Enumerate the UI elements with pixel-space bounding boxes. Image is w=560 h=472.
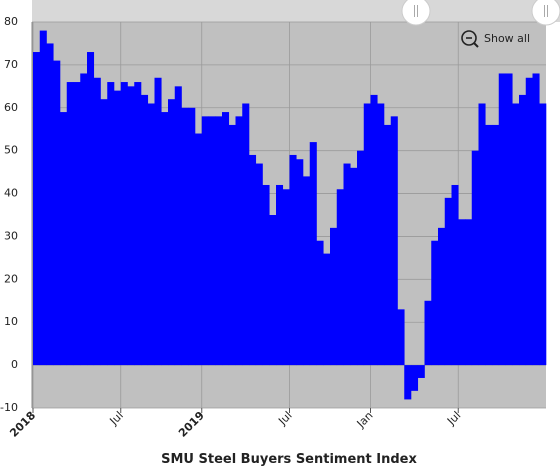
step-bar bbox=[323, 253, 331, 366]
step-bar bbox=[431, 240, 439, 366]
step-bar bbox=[46, 43, 54, 366]
step-bar bbox=[201, 116, 209, 366]
step-bar bbox=[485, 124, 493, 366]
x-tick-label: 2019 bbox=[176, 409, 207, 440]
y-tick-label: 30 bbox=[4, 229, 18, 242]
y-tick-label: 10 bbox=[4, 315, 18, 328]
step-bar bbox=[93, 77, 101, 366]
step-bar bbox=[465, 219, 473, 366]
step-bar bbox=[242, 103, 250, 366]
step-bar bbox=[87, 52, 95, 366]
step-bar bbox=[39, 30, 47, 366]
reset-zoom-label[interactable]: Show all bbox=[484, 32, 530, 45]
step-bar bbox=[168, 99, 176, 366]
step-bar bbox=[377, 103, 385, 366]
step-bar bbox=[120, 82, 128, 366]
step-bar bbox=[458, 219, 466, 366]
y-tick-label: -10 bbox=[0, 401, 18, 414]
step-bar bbox=[411, 365, 419, 391]
step-bar bbox=[363, 103, 371, 366]
step-bar bbox=[350, 167, 358, 366]
step-bar bbox=[215, 116, 223, 366]
step-bar bbox=[80, 73, 88, 366]
x-tick-label: Jan bbox=[354, 409, 376, 431]
step-bar bbox=[66, 82, 74, 366]
step-bar bbox=[255, 163, 263, 366]
step-bar bbox=[296, 159, 304, 366]
step-bar bbox=[127, 86, 135, 366]
step-bar bbox=[316, 240, 324, 366]
step-bar bbox=[424, 300, 432, 366]
step-bar bbox=[357, 150, 365, 366]
step-bar bbox=[276, 184, 284, 366]
step-bar bbox=[384, 124, 392, 366]
step-bar bbox=[512, 103, 520, 366]
step-bar bbox=[404, 365, 412, 400]
step-bar bbox=[73, 82, 81, 366]
step-bar bbox=[519, 94, 527, 366]
y-tick-label: 0 bbox=[11, 358, 18, 371]
step-bar bbox=[532, 73, 540, 366]
y-tick-label: 40 bbox=[4, 187, 18, 200]
step-bar bbox=[235, 116, 243, 366]
step-bar bbox=[134, 82, 142, 366]
step-bar bbox=[114, 90, 122, 366]
step-bar bbox=[330, 227, 338, 366]
step-bar bbox=[444, 197, 452, 366]
step-bar bbox=[181, 107, 189, 366]
y-tick-label: 20 bbox=[4, 272, 18, 285]
step-bar bbox=[161, 112, 169, 366]
step-bar bbox=[195, 133, 203, 366]
step-bar bbox=[60, 112, 68, 366]
step-bar bbox=[100, 99, 108, 366]
step-bar bbox=[147, 103, 155, 366]
reset-zoom-button[interactable]: Show all bbox=[461, 30, 530, 48]
step-bar bbox=[303, 176, 311, 366]
step-bar bbox=[208, 116, 216, 366]
step-bar bbox=[438, 227, 446, 366]
step-bar bbox=[222, 112, 230, 366]
step-bar bbox=[471, 150, 479, 366]
step-bar bbox=[228, 124, 236, 366]
step-bar bbox=[269, 215, 277, 366]
step-bar bbox=[539, 103, 547, 366]
step-bar bbox=[107, 82, 115, 366]
x-tick-label: Jul bbox=[107, 409, 126, 428]
step-bar bbox=[451, 184, 459, 366]
step-bar bbox=[154, 77, 162, 366]
step-bar bbox=[174, 86, 182, 366]
y-tick-label: 70 bbox=[4, 58, 18, 71]
navigator-handle[interactable] bbox=[401, 0, 431, 26]
step-bar bbox=[492, 124, 500, 366]
step-bar bbox=[141, 94, 149, 366]
step-bar bbox=[282, 189, 290, 366]
step-bar bbox=[478, 103, 486, 366]
step-bar bbox=[498, 73, 506, 366]
step-bar bbox=[390, 116, 398, 366]
step-bar bbox=[289, 154, 297, 366]
step-bar bbox=[53, 60, 61, 366]
step-bar bbox=[249, 154, 257, 366]
x-tick-label: Jul bbox=[444, 409, 463, 428]
step-bar bbox=[525, 77, 533, 366]
step-bar bbox=[309, 142, 317, 366]
step-bar bbox=[343, 163, 351, 366]
y-tick-label: 60 bbox=[4, 101, 18, 114]
step-bar bbox=[336, 189, 344, 366]
step-bar bbox=[370, 94, 378, 366]
navigator-handle[interactable] bbox=[531, 0, 560, 26]
navigator-bar[interactable] bbox=[32, 0, 560, 22]
y-tick-label: 80 bbox=[4, 15, 18, 28]
step-bar bbox=[505, 73, 513, 366]
step-bar bbox=[188, 107, 196, 366]
x-tick-label: Jul bbox=[275, 409, 294, 428]
step-bar bbox=[33, 52, 41, 366]
y-tick-label: 50 bbox=[4, 144, 18, 157]
step-bar bbox=[262, 184, 270, 366]
step-bar bbox=[417, 365, 425, 378]
step-bar bbox=[397, 309, 405, 366]
chart-title: SMU Steel Buyers Sentiment Index bbox=[161, 452, 417, 467]
